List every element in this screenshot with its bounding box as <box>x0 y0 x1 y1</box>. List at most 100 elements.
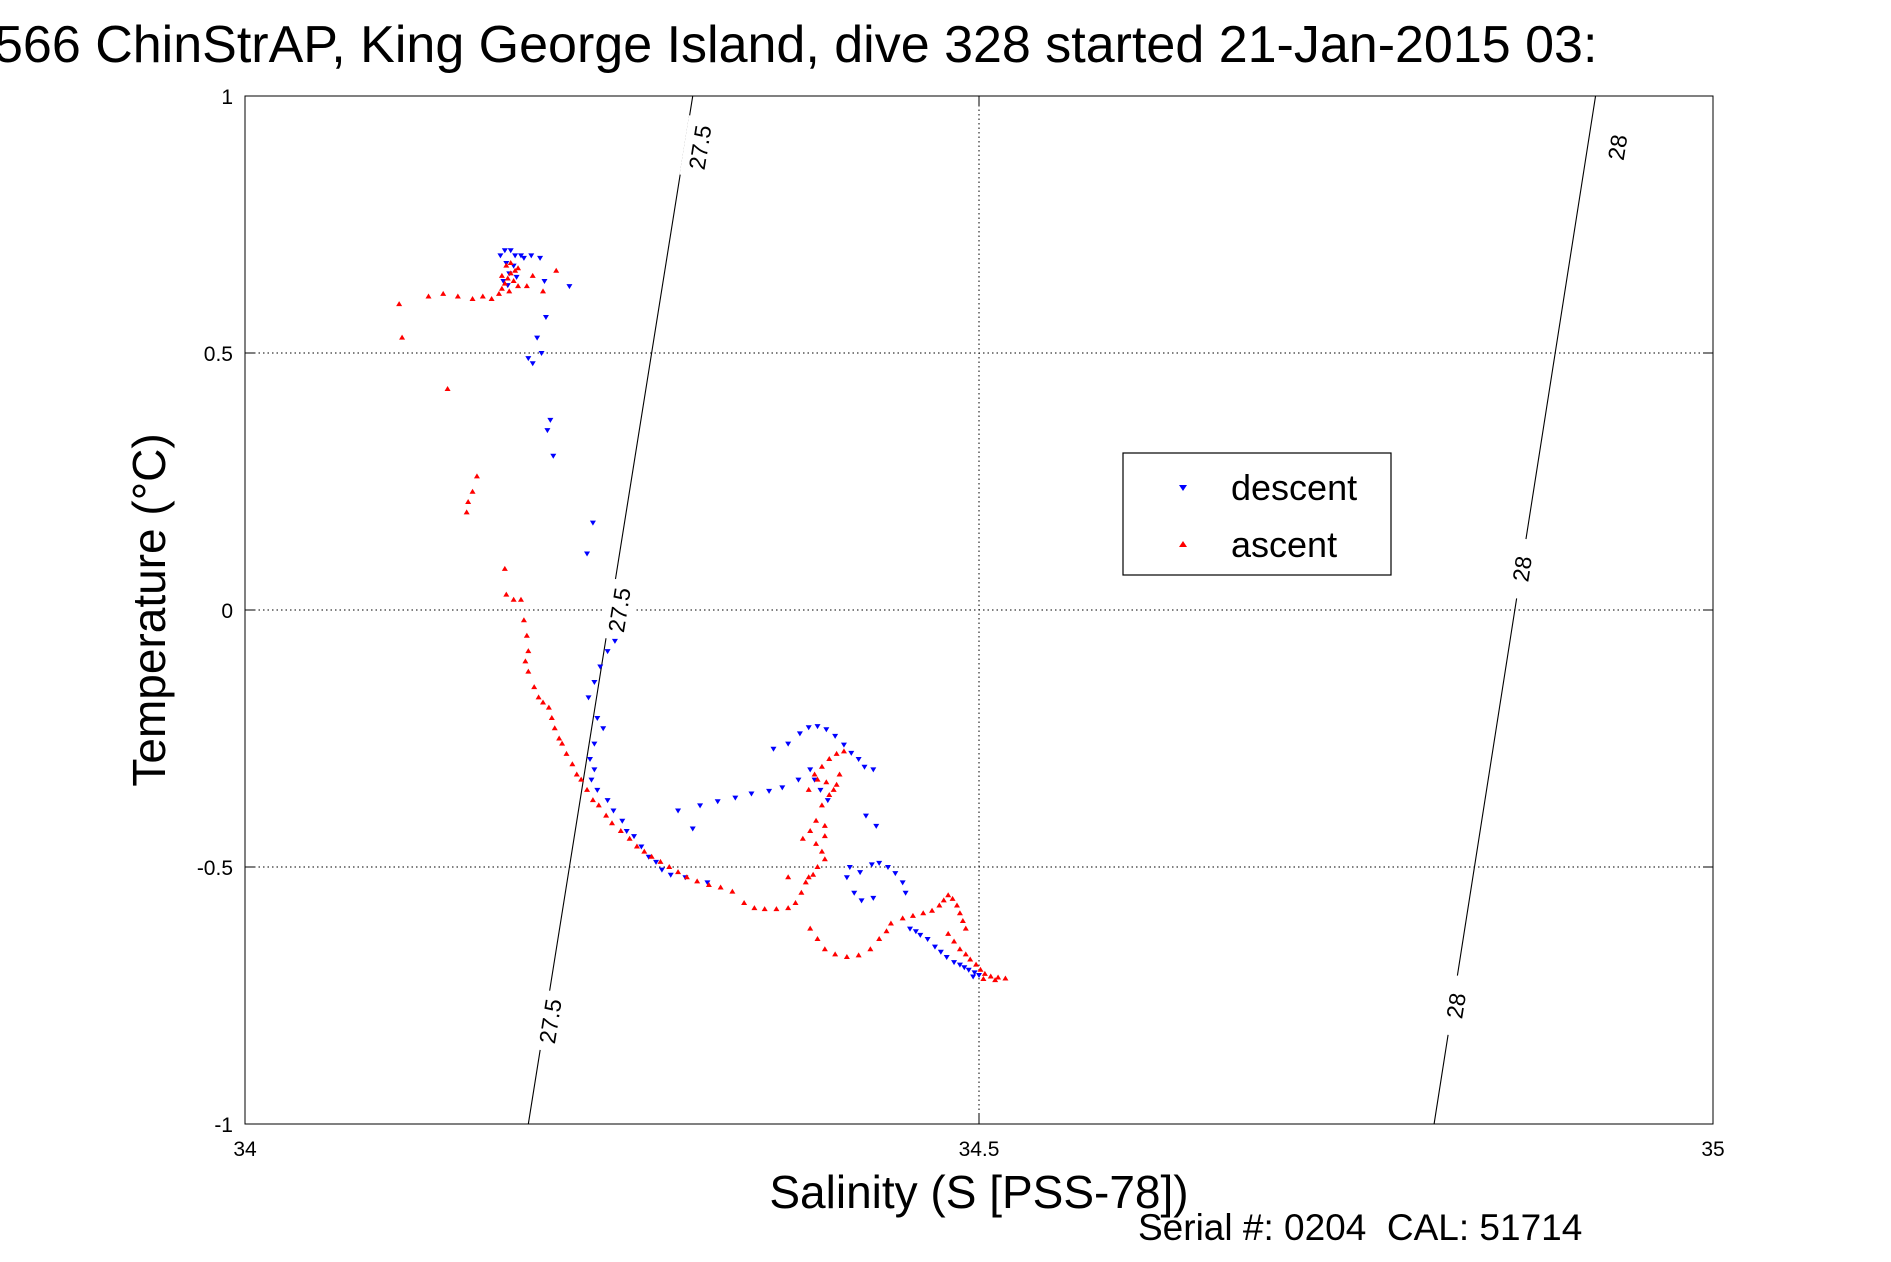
ascent-point <box>396 301 403 307</box>
ascent-point <box>578 776 585 782</box>
descent-point <box>517 253 524 259</box>
ascent-point <box>540 288 547 294</box>
ascent-point <box>440 290 447 296</box>
descent-point <box>870 767 877 773</box>
ascent-point <box>956 946 963 952</box>
ascent-point <box>525 648 532 654</box>
ascent-point <box>813 817 820 823</box>
ascent-point <box>444 385 451 391</box>
ascent-point <box>814 776 821 782</box>
ascent-point <box>1002 975 1009 981</box>
x-axis-label: Salinity (S [PSS-78]) <box>769 1166 1188 1218</box>
ascent-point <box>741 899 748 905</box>
ascent-point <box>973 961 980 967</box>
legend-marker-ascent <box>1179 541 1187 547</box>
ascent-point <box>810 871 817 877</box>
series-ascent <box>396 260 1009 983</box>
y-tick-label: -0.5 <box>197 857 233 880</box>
descent-point <box>858 898 865 904</box>
descent-point <box>704 880 711 886</box>
ascent-point <box>909 912 916 918</box>
legend-marker-descent <box>1179 485 1187 491</box>
descent-point <box>951 960 958 966</box>
descent-point <box>868 862 875 868</box>
ascent-point <box>473 473 480 479</box>
descent-point <box>538 351 545 356</box>
ascent-point <box>821 856 828 862</box>
ascent-point <box>563 750 570 756</box>
descent-point <box>591 679 598 685</box>
descent-point <box>667 872 674 878</box>
ascent-point <box>798 889 805 895</box>
descent-point <box>513 274 520 280</box>
descent-point <box>541 279 548 285</box>
ascent-point <box>498 285 505 291</box>
descent-point <box>500 279 507 285</box>
descent-point <box>534 335 541 341</box>
density-contour-label: 28 <box>1603 133 1633 162</box>
descent-point <box>823 727 830 733</box>
ascent-point <box>495 290 502 296</box>
descent-point <box>631 834 638 840</box>
y-tick-label: 0.5 <box>204 343 233 366</box>
ascent-point <box>523 632 530 638</box>
descent-point <box>537 255 544 261</box>
descent-point <box>623 829 630 835</box>
ascent-point <box>626 835 633 841</box>
descent-point <box>638 844 645 850</box>
ascent-point <box>956 910 963 916</box>
ascent-point <box>951 938 958 944</box>
descent-point <box>861 764 868 770</box>
x-tick-label: 35 <box>1701 1138 1724 1161</box>
ascent-point <box>785 874 792 880</box>
descent-point <box>645 854 652 860</box>
ascent-point <box>463 509 470 515</box>
descent-point <box>525 356 532 362</box>
ascent-point <box>773 906 780 912</box>
ascent-point <box>603 812 610 818</box>
ascent-point <box>657 858 664 864</box>
y-tick-label: 0 <box>221 600 233 623</box>
descent-point <box>610 808 617 814</box>
descent-point <box>550 453 557 459</box>
ascent-point <box>826 756 833 762</box>
ascent-point <box>813 840 820 846</box>
descent-point <box>796 731 803 737</box>
descent-point <box>542 315 549 321</box>
ascent-point <box>617 828 624 834</box>
legend-label-ascent: ascent <box>1231 524 1337 565</box>
density-contour-line <box>1433 95 1597 1125</box>
ascent-point <box>399 334 406 340</box>
ascent-point <box>818 802 825 808</box>
ascent-point <box>949 895 956 901</box>
descent-point <box>770 746 777 752</box>
ascent-point <box>498 272 505 278</box>
descent-point <box>846 865 853 870</box>
descent-point <box>870 895 877 901</box>
descent-point <box>824 798 831 804</box>
ascent-point <box>887 920 894 926</box>
descent-point <box>807 767 814 773</box>
descent-point <box>840 742 847 748</box>
descent-point <box>817 787 824 793</box>
ascent-point <box>833 750 840 756</box>
descent-point <box>902 890 909 896</box>
descent-point <box>653 859 660 865</box>
ascent-point <box>818 848 825 854</box>
ascent-point <box>807 828 814 834</box>
ascent-point <box>883 928 890 934</box>
ascent-point <box>666 864 673 869</box>
descent-point <box>912 929 919 935</box>
ascent-point <box>469 488 476 494</box>
descent-point <box>917 932 924 938</box>
x-tick-label: 34.5 <box>959 1138 1000 1161</box>
ascent-point <box>675 869 682 875</box>
ascent-point <box>995 974 1002 980</box>
ascent-point <box>729 888 736 894</box>
ascent-point <box>805 874 812 880</box>
descent-point <box>520 255 527 261</box>
descent-point <box>697 803 704 809</box>
descent-point <box>832 733 839 739</box>
ascent-point <box>648 853 655 859</box>
ascent-point <box>717 884 724 890</box>
